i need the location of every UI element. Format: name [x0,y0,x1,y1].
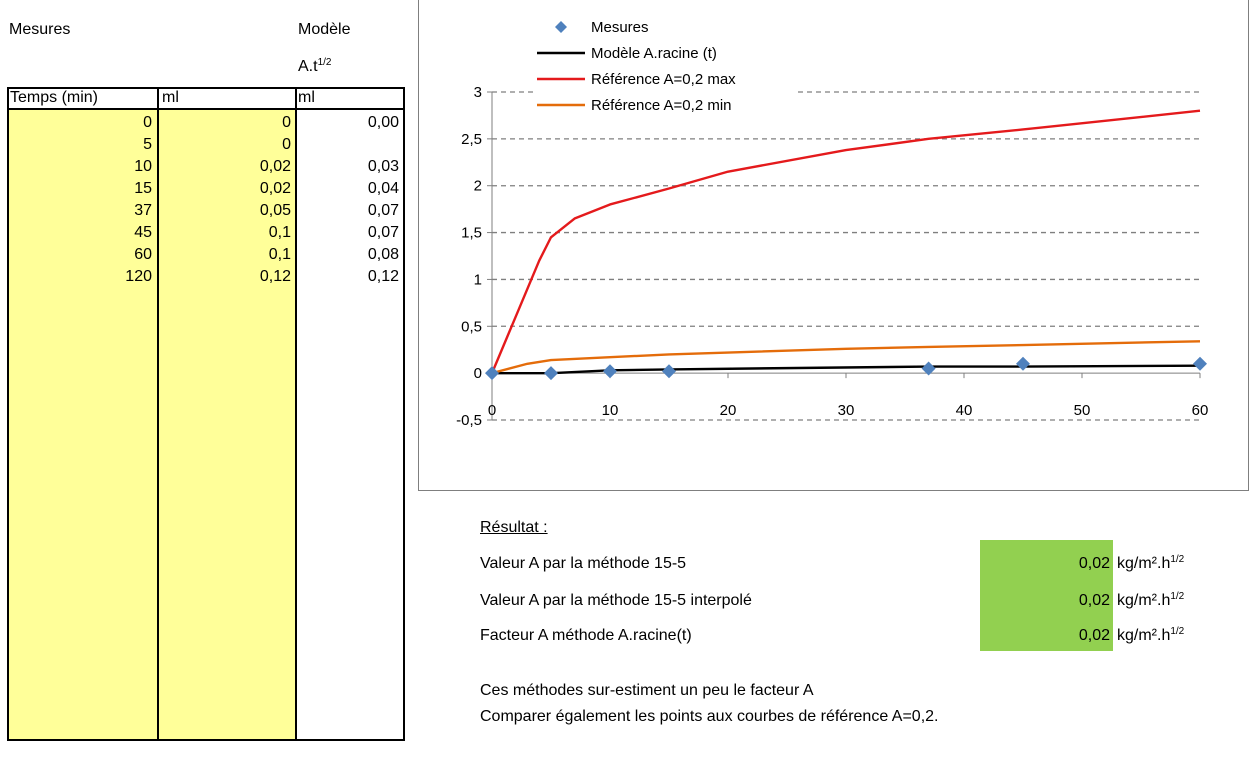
x-tick-label-1: 10 [602,402,619,419]
result-row-2-label: Valeur A par la méthode 15-5 interpolé [480,592,752,609]
series-line-1 [492,364,1201,375]
cell-model-0[interactable]: 0,00 [367,114,399,131]
note-2: Comparer également les points aux courbe… [480,708,939,725]
marker-point-3 [662,364,676,379]
marker-point-0 [485,366,499,381]
result-row-3-label: Facteur A méthode A.racine(t) [480,627,692,644]
cell-ml-0[interactable]: 0 [282,114,291,131]
cell-time-1[interactable]: 5 [143,136,152,153]
cell-time-5[interactable]: 45 [134,224,152,241]
y-tick-label-5: 2 [474,178,482,195]
result-row-1-unit: kg/m².h1/2 [1117,554,1185,573]
results-title: Résultat : [480,519,548,536]
y-tick-label-0: -0,5 [456,412,482,429]
legend-label-3: Référence A=0,2 min [591,97,732,114]
ml-column-fill [159,110,295,740]
cell-model-2[interactable]: 0,03 [367,158,399,175]
series-line-3 [491,340,1201,375]
table-left-border [7,87,9,741]
y-tick-label-6: 2,5 [461,131,482,148]
cell-time-7[interactable]: 120 [125,268,152,285]
legend-marker-0 [555,21,567,33]
cell-time-0[interactable]: 0 [143,114,152,131]
header-temps[interactable]: Temps (min) [10,89,99,106]
x-tick-label-3: 30 [838,402,855,419]
table-bottom-border [7,739,405,741]
series-line-2 [490,109,1201,374]
modele-formula: A.t1/2 [298,57,332,76]
cell-ml-2[interactable]: 0,02 [259,158,291,175]
mesures-label: Mesures [9,21,71,38]
legend-label-1: Modèle A.racine (t) [591,45,717,62]
result-row-3-value[interactable]: 0,02 [1078,627,1110,644]
marker-point-1 [544,366,558,381]
cell-model-5[interactable]: 0,07 [367,224,399,241]
x-tick-label-0: 0 [488,402,496,419]
header-ml-model[interactable]: ml [298,89,315,106]
cell-time-6[interactable]: 60 [134,246,152,263]
x-tick-label-6: 60 [1192,402,1209,419]
note-1: Ces méthodes sur-estiment un peu le fact… [480,682,814,699]
result-row-1-label: Valeur A par la méthode 15-5 [480,555,687,572]
x-tick-label-2: 20 [720,402,737,419]
marker-point-4 [921,361,936,376]
y-tick-label-1: 0 [474,365,482,382]
result-row-2-unit: kg/m².h1/2 [1117,591,1185,610]
cell-model-4[interactable]: 0,07 [367,202,399,219]
marker-point-6 [1193,356,1207,371]
cell-ml-5[interactable]: 0,1 [268,224,291,241]
legend-box [534,14,796,126]
y-tick-label-3: 1 [474,271,482,288]
modele-label: Modèle [298,21,351,38]
y-tick-label-7: 3 [474,84,482,101]
cell-model-7[interactable]: 0,12 [367,268,399,285]
chart-svg: -0,500,511,522,530 10 20 30 40 50 60MesuresMod… [456,14,1209,429]
time-column-fill [7,110,157,740]
result-row-1-value[interactable]: 0,02 [1078,555,1110,572]
table-right-border [403,87,405,741]
marker-point-5 [1016,356,1030,371]
header-ml[interactable]: ml [162,89,179,106]
cell-model-6[interactable]: 0,08 [367,246,399,263]
y-tick-label-4: 1,5 [461,225,482,242]
header-bottom-border [7,108,405,110]
x-tick-label-4: 40 [956,402,973,419]
cell-time-3[interactable]: 15 [134,180,152,197]
col-divider-2 [295,87,297,741]
result-row-2-value[interactable]: 0,02 [1078,592,1110,609]
cell-model-3[interactable]: 0,04 [367,180,399,197]
cell-ml-4[interactable]: 0,05 [259,202,291,219]
table-top-border [7,87,405,89]
legend-label-0: Mesures [591,19,649,36]
cell-ml-7[interactable]: 0,12 [259,268,291,285]
result-row-3-unit: kg/m².h1/2 [1117,626,1185,645]
marker-point-2 [603,364,617,379]
cell-model-1[interactable] [298,134,399,156]
chart-area[interactable]: -0,5 0 0,5 1 1,5 2 2,5 3 0 10 20 30 40 50 60 Mesures Mod… [418,0,1249,491]
legend-label-2: Référence A=0,2 max [591,71,736,88]
col-divider-1 [157,87,159,741]
cell-ml-6[interactable]: 0,1 [268,246,291,263]
result-fill [980,540,1113,651]
x-tick-label-5: 50 [1074,402,1091,419]
y-tick-label-2: 0,5 [461,318,482,335]
cell-ml-1[interactable]: 0 [282,136,291,153]
cell-ml-3[interactable]: 0,02 [259,180,291,197]
cell-time-2[interactable]: 10 [134,158,152,175]
cell-time-4[interactable]: 37 [134,202,152,219]
